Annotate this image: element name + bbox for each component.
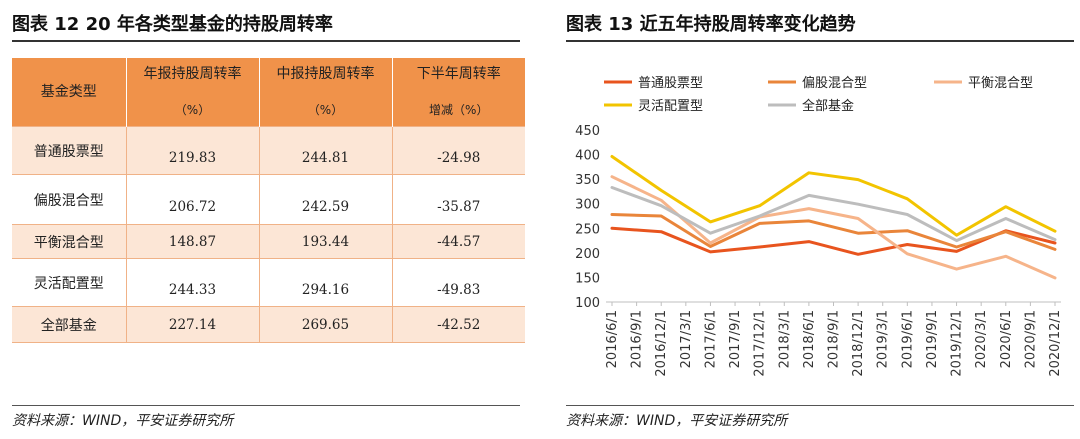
cell-annual: 244.33 <box>125 258 259 307</box>
row-name: 偏股混合型 <box>12 174 126 225</box>
title-rule-left <box>12 40 520 42</box>
cell-change: -35.87 <box>391 174 525 225</box>
x-tick-label: 2017/12/1 <box>753 310 768 377</box>
header-interim-turnover: 中报持股周转率 （%） <box>258 58 392 127</box>
header-annual-turnover: 年报持股周转率 （%） <box>125 58 259 127</box>
cell-interim: 269.65 <box>258 306 392 343</box>
cell-interim: 242.59 <box>258 174 392 225</box>
cell-annual: 148.87 <box>125 224 259 259</box>
legend-label: 普通股票型 <box>638 76 703 91</box>
legend-label: 平衡混合型 <box>968 76 1033 91</box>
table-row: 平衡混合型 148.87 193.44 -44.57 <box>12 224 525 259</box>
cell-change: -44.57 <box>391 224 525 259</box>
series-line-4 <box>610 155 1057 237</box>
table-row: 全部基金 227.14 269.65 -42.52 <box>12 306 525 343</box>
x-tick-label: 2017/6/1 <box>703 310 718 368</box>
y-tick-label: 150 <box>575 271 600 286</box>
x-tick-label: 2017/3/1 <box>679 310 694 368</box>
y-tick-label: 200 <box>575 247 600 262</box>
y-tick-label: 350 <box>575 173 600 188</box>
row-name: 平衡混合型 <box>12 224 126 259</box>
row-name: 普通股票型 <box>12 126 126 175</box>
x-tick-label: 2016/6/1 <box>605 310 620 368</box>
table-row: 普通股票型 219.83 244.81 -24.98 <box>12 126 525 175</box>
cell-annual: 227.14 <box>125 306 259 343</box>
x-tick-label: 2020/9/1 <box>1023 310 1038 368</box>
x-tick-label: 2020/3/1 <box>974 310 989 368</box>
y-tick-label: 300 <box>575 198 600 213</box>
title-rule-right <box>566 40 1074 42</box>
legend-label: 灵活配置型 <box>638 99 703 114</box>
series-line-1 <box>610 226 1057 256</box>
turnover-trend-chart: 100 150 200 250 300 350 400 450 2016/6/1 2016/9/1… <box>575 76 1063 377</box>
cell-change: -24.98 <box>391 126 525 175</box>
series-line-2 <box>610 213 1057 251</box>
cell-annual: 219.83 <box>125 126 259 175</box>
x-tick-label: 2019/6/1 <box>900 310 915 368</box>
row-name: 灵活配置型 <box>12 258 126 307</box>
legend-label: 全部基金 <box>802 98 854 114</box>
x-tick-label: 2018/12/1 <box>851 310 866 377</box>
x-tick-label: 2018/9/1 <box>827 310 842 368</box>
table-row: 偏股混合型 206.72 242.59 -35.87 <box>12 174 525 225</box>
table-title: 图表 12 20 年各类型基金的持股周转率 <box>12 14 333 35</box>
source-rule-right <box>566 405 1074 406</box>
x-tick-label: 2016/12/1 <box>654 310 669 377</box>
header-fund-type: 基金类型 <box>12 58 126 127</box>
source-rule-left <box>12 405 520 406</box>
series-line-5 <box>610 186 1057 243</box>
cell-change: -42.52 <box>391 306 525 343</box>
cell-change: -49.83 <box>391 258 525 307</box>
fund-turnover-table: 基金类型 年报持股周转率 （%） 中报持股周转率 （%） 下半年周转率 增减（%） 普… <box>12 58 525 343</box>
cell-interim: 294.16 <box>258 258 392 307</box>
table-row: 灵活配置型 244.33 294.16 -49.83 <box>12 258 525 307</box>
cell-annual: 206.72 <box>125 174 259 225</box>
y-tick-label: 400 <box>575 149 600 164</box>
row-name: 全部基金 <box>12 306 126 343</box>
y-tick-label: 250 <box>575 222 600 237</box>
y-tick-label: 450 <box>575 124 600 139</box>
x-tick-label: 2019/9/1 <box>925 310 940 368</box>
table-header-row: 基金类型 年报持股周转率 （%） 中报持股周转率 （%） 下半年周转率 增减（%） <box>12 58 525 127</box>
source-note-left: 资料来源：WIND，平安证券研究所 <box>12 413 234 429</box>
x-tick-label: 2018/3/1 <box>777 310 792 368</box>
x-tick-label: 2020/6/1 <box>999 310 1014 368</box>
source-note-right: 资料来源：WIND，平安证券研究所 <box>566 413 788 429</box>
x-tick-label: 2019/3/1 <box>876 310 891 368</box>
cell-interim: 244.81 <box>258 126 392 175</box>
x-tick-label: 2018/6/1 <box>802 310 817 368</box>
x-tick-label: 2019/12/1 <box>950 310 965 377</box>
x-tick-label: 2016/9/1 <box>630 310 645 368</box>
chart-title: 图表 13 近五年持股周转率变化趋势 <box>566 14 856 35</box>
header-h2-change: 下半年周转率 增减（%） <box>391 58 525 127</box>
cell-interim: 193.44 <box>258 224 392 259</box>
y-tick-label: 100 <box>575 296 600 311</box>
x-tick-label: 2017/9/1 <box>728 310 743 368</box>
x-tick-label: 2020/12/1 <box>1048 310 1063 377</box>
legend-label: 偏股混合型 <box>802 76 867 91</box>
series-line-3 <box>610 175 1057 280</box>
